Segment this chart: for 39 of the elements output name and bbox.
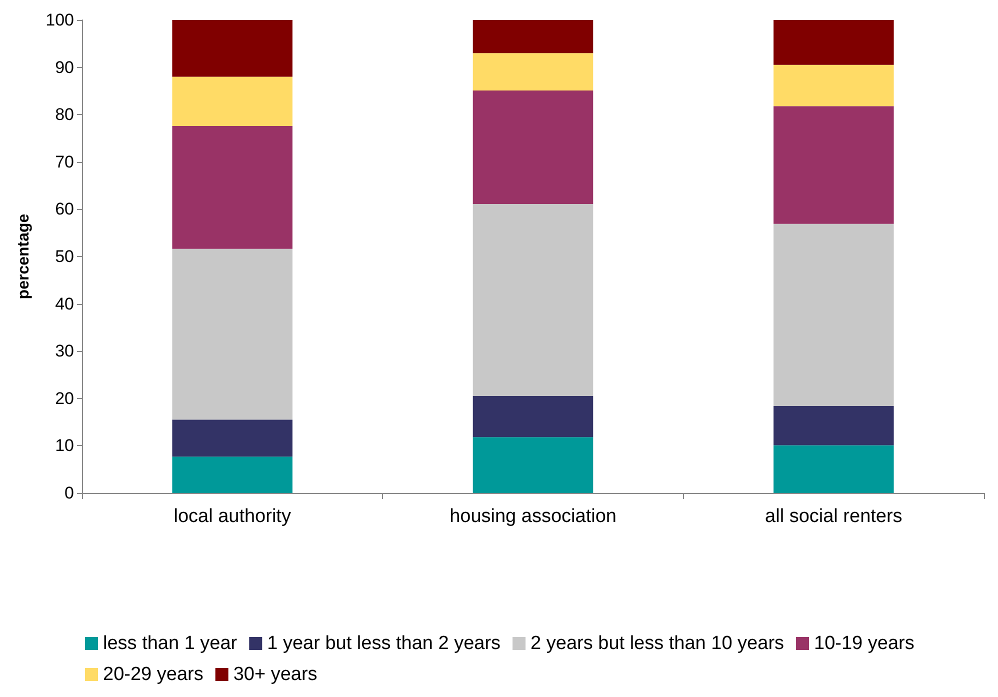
bar (774, 20, 894, 65)
y-tick-label: 20 (55, 388, 74, 408)
y-tick-label: 100 (46, 10, 74, 30)
bar (172, 456, 292, 493)
bar (472, 204, 594, 396)
y-tick-label: 50 (55, 247, 74, 266)
bar (472, 90, 594, 204)
bar (472, 437, 594, 493)
bar (172, 126, 292, 249)
bar (472, 53, 594, 90)
bar (172, 76, 292, 126)
bar (172, 248, 292, 420)
y-tick-label: 40 (55, 294, 74, 314)
bar (774, 406, 894, 446)
bar (774, 445, 894, 493)
y-tick-label: 90 (55, 58, 74, 77)
x-tick-label: all social renters (765, 506, 902, 527)
legend-label: less than 1 year (103, 633, 238, 654)
bar (172, 20, 292, 77)
bar (172, 420, 292, 457)
bar (472, 20, 594, 54)
x-tick-label: housing association (450, 506, 616, 527)
legend-label: 10-19 years (814, 633, 914, 654)
legend-label: 20-29 years (103, 664, 204, 685)
y-tick-label: 10 (55, 436, 74, 456)
bar (472, 396, 594, 438)
x-tick-label: local authority (174, 506, 292, 527)
y-axis-title: percentage (16, 214, 32, 300)
y-tick-label: 80 (55, 105, 74, 124)
bar (774, 106, 894, 224)
y-tick-label: 60 (55, 200, 74, 219)
legend-label: 1 year but less than 2 years (267, 633, 501, 654)
y-tick-label: 70 (55, 152, 74, 172)
y-tick-label: 30 (55, 342, 74, 361)
y-tick-label: 0 (64, 484, 74, 502)
bar (774, 64, 894, 106)
bar (774, 224, 894, 406)
legend-label: 2 years but less than 10 years (530, 633, 784, 654)
legend-label: 30+ years (233, 664, 318, 685)
